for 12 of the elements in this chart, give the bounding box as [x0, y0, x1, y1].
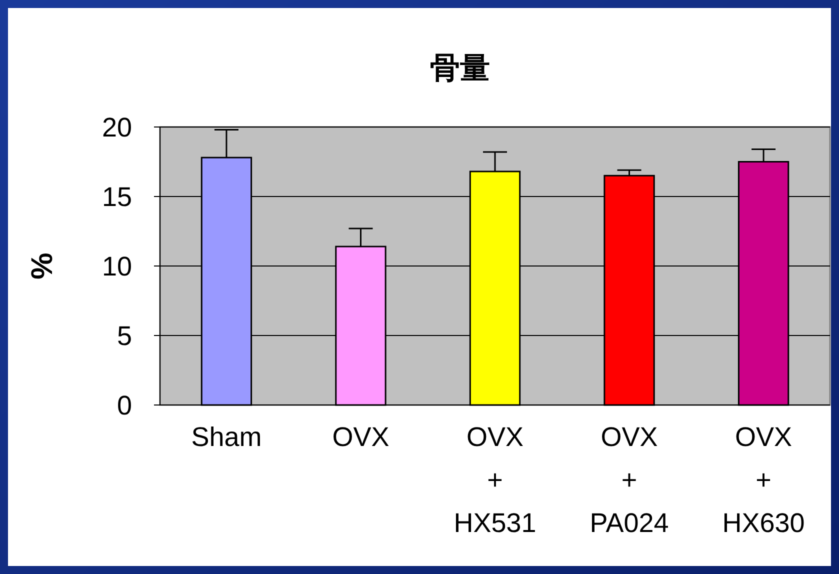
x-tick-label: OVX + HX630 [722, 422, 805, 538]
y-tick-label: 10 [102, 251, 132, 282]
y-tick-label: 0 [116, 390, 132, 420]
x-tick-label: OVX + PA024 [590, 422, 669, 538]
y-axis-title: % [26, 252, 59, 280]
y-tick-label: 5 [116, 320, 132, 351]
y-tick-label: 15 [102, 182, 132, 212]
x-tick-label: Sham [191, 422, 262, 452]
x-tick-label: OVX + HX531 [454, 422, 536, 538]
chart-title: 骨量 [430, 51, 490, 86]
x-tick-label: OVX [332, 422, 390, 452]
y-tick-label: 20 [102, 112, 132, 142]
